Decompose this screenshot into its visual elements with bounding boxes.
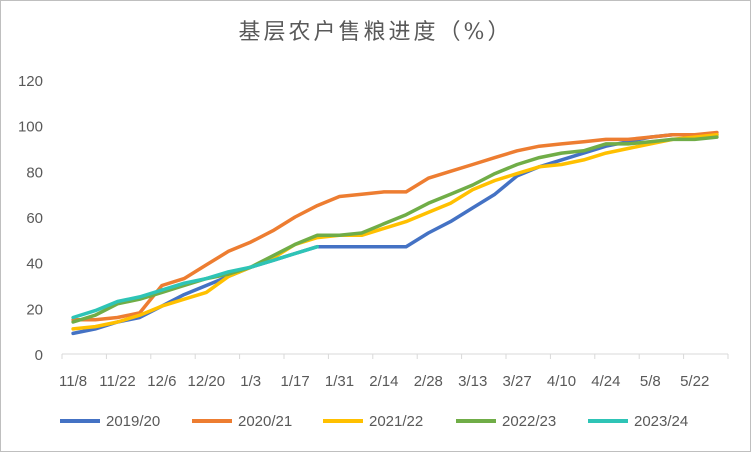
y-tick-label: 80 xyxy=(26,164,43,181)
x-tick-label: 3/13 xyxy=(458,373,487,390)
y-axis: 0 20 40 60 80 100 120 xyxy=(18,73,43,364)
x-tick-label: 4/10 xyxy=(547,373,576,390)
x-tick-label: 2/28 xyxy=(414,373,443,390)
x-axis: 11/8 11/22 12/6 12/20 1/3 1/17 1/31 2/14 2/28 3/1… xyxy=(59,353,729,390)
legend: 2019/20 2020/21 2021/22 2022/23 2023/24 xyxy=(60,413,688,430)
y-tick-label: 20 xyxy=(26,301,43,318)
x-tick-label: 1/31 xyxy=(325,373,354,390)
legend-label: 2023/24 xyxy=(634,413,688,430)
x-tick-label: 1/17 xyxy=(280,373,309,390)
y-tick-label: 120 xyxy=(18,73,43,90)
y-tick-label: 0 xyxy=(35,347,43,364)
y-tick-label: 40 xyxy=(26,256,43,273)
x-tick-label: 2/14 xyxy=(369,373,398,390)
y-tick-label: 100 xyxy=(18,119,43,136)
legend-label: 2019/20 xyxy=(106,413,160,430)
x-tick-label: 5/22 xyxy=(680,373,709,390)
series-line-2021-22 xyxy=(71,133,719,331)
legend-label: 2020/21 xyxy=(238,413,292,430)
legend-label: 2021/22 xyxy=(369,413,423,430)
chart-title: 基层农户售粮进度（%） xyxy=(238,20,513,45)
legend-label: 2022/23 xyxy=(502,413,556,430)
x-tick-label: 4/24 xyxy=(591,373,620,390)
x-tick-label: 11/8 xyxy=(59,373,87,390)
x-tick-label: 12/6 xyxy=(147,373,176,390)
x-tick-label: 1/3 xyxy=(240,373,261,390)
series-lines xyxy=(71,130,719,336)
series-line-2022-23 xyxy=(71,135,719,324)
x-tick-label: 5/8 xyxy=(640,373,661,390)
series-line-2023-24 xyxy=(71,244,320,320)
x-tick-label: 12/20 xyxy=(188,373,226,390)
y-tick-label: 60 xyxy=(26,210,43,227)
x-tick-label: 3/27 xyxy=(502,373,531,390)
x-tick-label: 11/22 xyxy=(99,373,135,390)
series-line-2020-21 xyxy=(71,130,719,322)
